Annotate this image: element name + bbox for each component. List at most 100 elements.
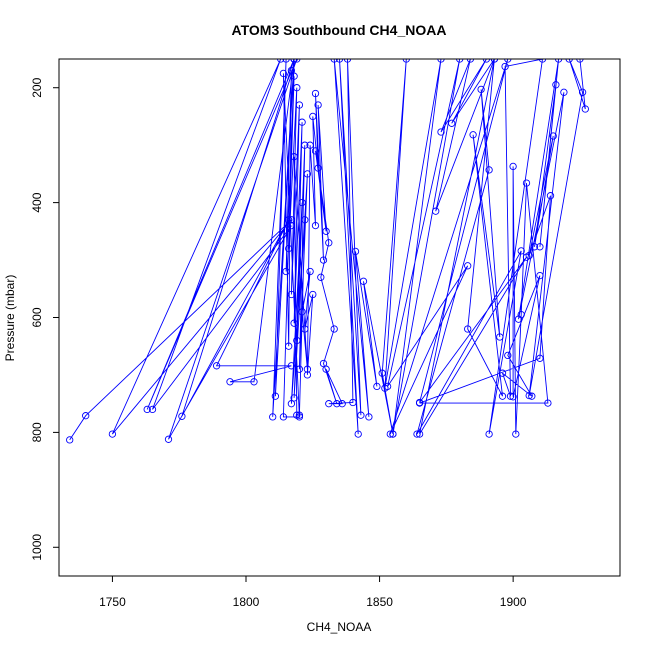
data-point bbox=[314, 164, 322, 172]
y-tick-label: 1000 bbox=[30, 534, 44, 561]
data-point bbox=[525, 251, 533, 260]
data-point bbox=[306, 141, 314, 149]
y-tick-label: 400 bbox=[30, 192, 44, 212]
data-point bbox=[544, 399, 552, 407]
data-point bbox=[295, 365, 304, 373]
data-point bbox=[82, 412, 90, 420]
data-point bbox=[287, 216, 296, 224]
data-point bbox=[522, 179, 531, 187]
plot-frame bbox=[58, 58, 621, 577]
data-point bbox=[338, 400, 346, 408]
data-point bbox=[325, 239, 333, 247]
data-point bbox=[301, 216, 309, 224]
data-point bbox=[354, 430, 362, 438]
data-point bbox=[295, 101, 304, 109]
data-point bbox=[373, 382, 381, 391]
data-point bbox=[279, 69, 288, 78]
data-point bbox=[309, 290, 317, 299]
data-point bbox=[178, 412, 186, 420]
data-point bbox=[528, 392, 536, 400]
data-point bbox=[285, 216, 293, 224]
x-axis-label: CH4_NOAA bbox=[307, 620, 372, 634]
data-point bbox=[303, 371, 312, 379]
data-point bbox=[311, 147, 320, 155]
data-point bbox=[536, 271, 544, 280]
data-point bbox=[287, 66, 296, 75]
data-point bbox=[496, 333, 504, 341]
data-point bbox=[148, 405, 157, 414]
data-point bbox=[290, 153, 298, 161]
data-point bbox=[536, 354, 544, 362]
data-point bbox=[565, 59, 573, 63]
data-point bbox=[343, 59, 352, 63]
data-point bbox=[351, 247, 360, 256]
data-point bbox=[498, 392, 507, 400]
axes: 1750 1800 1850 1900 200 400 600 800 1000 bbox=[30, 77, 527, 609]
data-point bbox=[504, 351, 512, 360]
data-point bbox=[250, 378, 258, 386]
data-point bbox=[290, 394, 298, 402]
data-point bbox=[581, 105, 589, 113]
x-tick-label: 1850 bbox=[366, 595, 393, 609]
data-point bbox=[389, 430, 397, 438]
data-point bbox=[335, 59, 344, 63]
data-point bbox=[298, 198, 306, 207]
data-point bbox=[536, 243, 544, 251]
data-point bbox=[530, 243, 539, 251]
plot-area bbox=[66, 59, 589, 444]
data-point bbox=[319, 256, 328, 264]
y-tick-label: 600 bbox=[30, 307, 44, 327]
y-tick-label: 800 bbox=[30, 422, 44, 442]
data-point bbox=[282, 59, 290, 63]
data-point bbox=[415, 399, 424, 407]
data-point bbox=[287, 362, 296, 370]
data-point bbox=[271, 392, 280, 400]
data-point bbox=[554, 59, 563, 63]
data-point bbox=[287, 290, 296, 299]
y-tick-label: 200 bbox=[30, 77, 44, 97]
data-point bbox=[311, 221, 320, 230]
data-point bbox=[546, 192, 555, 200]
data-point bbox=[413, 430, 421, 438]
data-point bbox=[108, 430, 117, 438]
data-point bbox=[378, 369, 386, 377]
data-point bbox=[282, 267, 290, 276]
data-point bbox=[164, 435, 173, 443]
data-point bbox=[509, 393, 517, 401]
data-point bbox=[549, 132, 557, 140]
data-point bbox=[333, 400, 341, 408]
data-point bbox=[298, 308, 306, 316]
data-point bbox=[432, 207, 440, 215]
data-point bbox=[293, 411, 301, 419]
data-point bbox=[357, 411, 365, 419]
data-point bbox=[349, 398, 357, 407]
data-point bbox=[317, 273, 325, 281]
data-point bbox=[301, 141, 309, 149]
data-point bbox=[303, 365, 312, 373]
data-point bbox=[437, 128, 445, 136]
data-point bbox=[504, 59, 512, 63]
data-point bbox=[301, 325, 309, 333]
data-point bbox=[290, 59, 298, 63]
data-point bbox=[325, 400, 333, 408]
data-point bbox=[456, 59, 464, 63]
data-point bbox=[298, 118, 306, 126]
data-point bbox=[143, 405, 151, 414]
data-point bbox=[512, 430, 520, 438]
data-point bbox=[464, 262, 472, 270]
data-point bbox=[464, 325, 472, 333]
data-point bbox=[415, 430, 424, 438]
data-point bbox=[269, 413, 277, 421]
data-point bbox=[386, 430, 394, 438]
data-point bbox=[482, 59, 491, 63]
data-point bbox=[501, 62, 509, 71]
data-point bbox=[226, 378, 234, 386]
data-point bbox=[66, 436, 74, 444]
data-point bbox=[477, 85, 485, 94]
data-point bbox=[469, 131, 477, 139]
data-point bbox=[287, 221, 296, 230]
data-point bbox=[552, 81, 560, 89]
data-point bbox=[509, 162, 517, 171]
data-point bbox=[402, 59, 410, 63]
